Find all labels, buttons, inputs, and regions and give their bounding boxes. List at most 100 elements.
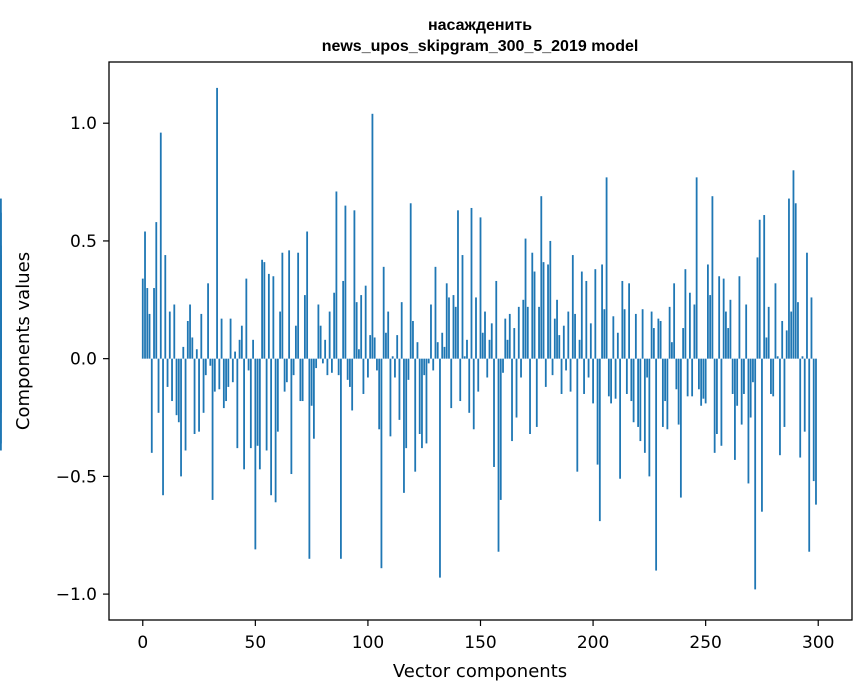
bar — [387, 311, 390, 359]
bar — [734, 358, 736, 460]
bar — [283, 358, 286, 392]
bar — [490, 323, 493, 359]
bar — [175, 358, 178, 416]
bar — [355, 302, 358, 359]
bar — [472, 358, 475, 430]
bar — [227, 358, 230, 387]
bar — [146, 288, 149, 359]
bar — [797, 302, 799, 359]
bar — [803, 358, 806, 432]
bar — [373, 337, 376, 359]
bar — [306, 231, 309, 359]
bar — [321, 358, 324, 364]
bar — [445, 283, 448, 359]
bar — [340, 358, 342, 559]
bar — [731, 358, 734, 394]
bar — [331, 358, 333, 373]
bar — [0, 358, 2, 444]
bar — [303, 295, 306, 359]
bar — [430, 304, 432, 359]
bar — [461, 255, 464, 359]
y-axis-ticks: −1.0 −0.5 0.0 0.5 1.0 — [56, 114, 109, 605]
bar — [758, 219, 761, 359]
bar — [502, 358, 504, 373]
y-tick-label: 0.0 — [70, 350, 97, 370]
bar — [443, 346, 446, 359]
bar — [711, 196, 714, 359]
bar — [225, 358, 227, 402]
bar — [362, 358, 365, 394]
bar — [508, 313, 511, 359]
bar — [367, 358, 369, 378]
bar — [252, 339, 254, 359]
bar — [484, 311, 486, 359]
bar — [198, 358, 200, 432]
bar — [682, 328, 685, 359]
bar — [285, 358, 288, 383]
bar — [808, 358, 811, 552]
bar — [677, 358, 680, 425]
bar — [670, 342, 673, 359]
bar — [727, 328, 730, 359]
bar — [290, 358, 293, 475]
bar — [533, 271, 536, 359]
bar — [200, 313, 203, 359]
bar — [319, 325, 322, 359]
bar — [652, 328, 655, 359]
bar — [394, 358, 396, 378]
bar — [265, 358, 268, 451]
bar — [162, 358, 164, 496]
bar — [403, 358, 405, 493]
bar — [213, 358, 216, 392]
bar — [592, 358, 594, 404]
bar — [351, 358, 354, 411]
bar — [621, 280, 624, 359]
bar — [684, 269, 687, 359]
bar — [276, 358, 279, 432]
bar — [736, 358, 739, 406]
bar — [391, 356, 394, 359]
bar — [202, 358, 205, 413]
bar — [580, 271, 583, 359]
bar — [801, 356, 804, 359]
bar — [400, 302, 403, 359]
plot-frame — [108, 61, 853, 621]
bar — [565, 358, 567, 371]
x-tick-label: 100 — [352, 633, 384, 653]
bar — [657, 318, 660, 359]
bar — [261, 259, 263, 359]
bar — [186, 320, 189, 359]
bar — [272, 276, 275, 359]
bar — [371, 113, 374, 359]
bar — [475, 297, 477, 359]
chart-title: насажденить — [428, 17, 532, 34]
bar — [547, 264, 549, 359]
bar — [240, 325, 243, 359]
bar — [648, 358, 651, 477]
bar — [398, 358, 401, 420]
bar — [560, 358, 563, 394]
bar — [700, 358, 703, 406]
bar — [628, 283, 630, 359]
bar — [607, 358, 610, 397]
x-tick-label: 0 — [137, 633, 148, 653]
bar — [238, 339, 241, 359]
bar — [713, 358, 716, 453]
bar — [466, 339, 468, 359]
bar — [216, 87, 218, 359]
x-tick-label: 250 — [689, 633, 721, 653]
bar — [774, 283, 777, 359]
bar — [623, 309, 626, 359]
bar — [353, 210, 356, 359]
bar — [612, 316, 615, 359]
bar — [301, 358, 304, 402]
bar — [790, 311, 793, 359]
bar — [668, 306, 671, 359]
bar — [583, 358, 585, 394]
bar — [747, 358, 750, 484]
bar — [382, 266, 385, 359]
bar — [150, 358, 153, 453]
bar — [335, 191, 338, 359]
bar — [452, 295, 455, 359]
